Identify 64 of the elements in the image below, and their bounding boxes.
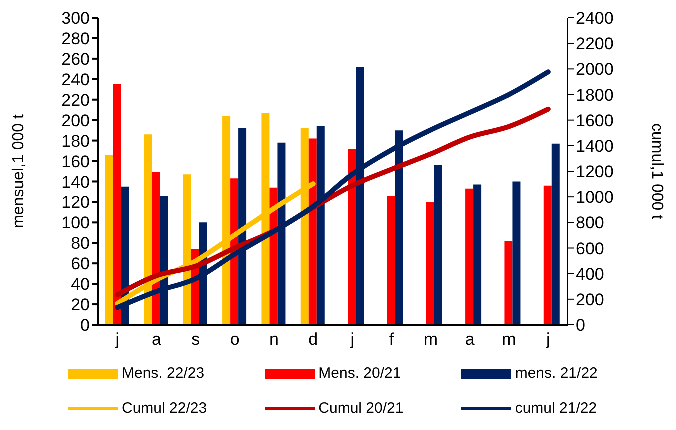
bar	[474, 184, 482, 325]
y-tick-label: 60	[71, 254, 90, 274]
y2-tick-label: 1800	[576, 86, 614, 105]
x-tick-label: m	[502, 330, 516, 350]
y-tick-label: 40	[71, 275, 90, 294]
bar	[270, 188, 278, 325]
x-tick-label: s	[192, 330, 200, 350]
bar	[504, 241, 513, 325]
y-tick-label: 80	[71, 234, 90, 254]
bar	[113, 84, 122, 325]
bar	[512, 182, 521, 325]
y2-tick-label: 400	[576, 264, 604, 284]
y-tick-label: 0	[80, 316, 90, 336]
bar	[105, 155, 114, 325]
legend-label: Mens. 22/23	[122, 365, 205, 382]
bar	[434, 165, 442, 325]
x-tick-label: j	[114, 330, 120, 350]
y-tick-label: 240	[62, 70, 90, 90]
y-tick-label: 140	[62, 172, 90, 192]
y-tick-label: 180	[62, 132, 90, 151]
legend-label: Cumul 22/23	[122, 400, 208, 417]
y2-tick-label: 2000	[576, 60, 614, 80]
bar	[426, 202, 434, 325]
y-tick-label: 100	[62, 214, 90, 233]
y2-tick-label: 200	[576, 290, 604, 310]
y2-axis-title: cumul,1 000 t	[648, 123, 666, 220]
x-tick-label: a	[152, 330, 162, 350]
legend-label: mens. 21/22	[515, 365, 598, 382]
x-tick-label: d	[308, 330, 318, 350]
y-tick-label: 300	[62, 9, 90, 28]
x-tick-label: j	[546, 330, 550, 350]
x-tick-label: o	[230, 330, 240, 350]
bar	[348, 148, 356, 325]
y2-tick-label: 1000	[576, 188, 614, 208]
bar	[544, 186, 552, 325]
legend-label: cumul 21/22	[515, 400, 598, 417]
y-tick-label: 160	[62, 152, 90, 172]
y2-tick-label: 600	[576, 239, 604, 258]
y2-tick-label: 2200	[576, 34, 614, 54]
y-tick-label: 280	[62, 30, 90, 48]
legend-label: Cumul 20/21	[318, 400, 404, 417]
y-tick-label: 120	[62, 193, 90, 212]
bar	[387, 196, 396, 325]
y2-tick-label: 2400	[576, 9, 614, 28]
x-tick-label: n	[270, 330, 279, 350]
y-tick-label: 200	[62, 111, 90, 130]
legend-label: Mens. 20/21	[318, 365, 402, 382]
y2-tick-label: 0	[576, 316, 586, 336]
bar	[466, 188, 474, 325]
bar	[152, 172, 160, 325]
y2-tick-label: 1600	[576, 111, 614, 130]
y-tick-label: 220	[62, 90, 90, 110]
x-tick-label: m	[424, 330, 438, 350]
x-tick-label: f	[389, 330, 394, 350]
y2-tick-label: 1400	[576, 136, 614, 156]
x-tick-label: j	[350, 330, 354, 350]
y2-tick-label: 1200	[576, 162, 614, 182]
y-tick-label: 20	[71, 296, 90, 315]
y-axis-title: mensuel,1 000 t	[10, 114, 28, 228]
bar	[308, 138, 317, 325]
x-tick-label: a	[465, 330, 476, 350]
bar	[552, 144, 560, 325]
y-tick-label: 260	[62, 50, 90, 69]
y2-tick-label: 800	[576, 214, 604, 233]
